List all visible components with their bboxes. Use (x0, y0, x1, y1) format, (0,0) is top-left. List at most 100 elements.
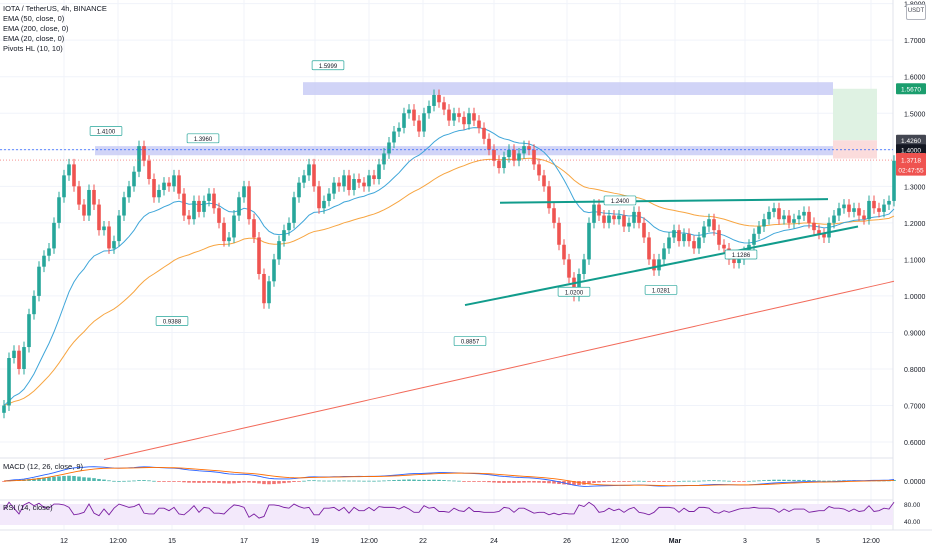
macd-histogram-bar (482, 481, 486, 482)
time-tick-label: 17 (240, 538, 248, 545)
candle-body (12, 350, 16, 359)
ema50-legend[interactable]: EMA (50, close, 0) (3, 14, 65, 23)
price-axis-label-text: 1.3718 (901, 158, 921, 165)
rsi-legend[interactable]: RSI (14, close) (3, 503, 53, 512)
macd-histogram-bar (107, 480, 111, 482)
price-tick-label: 0.6000 (904, 440, 926, 447)
candle-body (352, 179, 356, 190)
macd-histogram-bar (2, 481, 6, 482)
candle-body (562, 244, 566, 260)
candle-body (197, 200, 201, 212)
candle-body (242, 186, 246, 198)
candle-body (57, 197, 61, 223)
macd-histogram-bar (387, 480, 391, 482)
chart-legend: IOTA / TetherUS, 4h, BINANCE EMA (50, cl… (3, 4, 107, 54)
macd-histogram-bar (242, 481, 246, 483)
candle-body (862, 215, 866, 220)
macd-histogram-bar (732, 481, 736, 482)
pivot-label: 1.0281 (652, 288, 671, 294)
macd-histogram-bar (662, 481, 666, 482)
pivot-label: 1.1286 (732, 253, 751, 259)
macd-histogram-bar (302, 480, 306, 482)
macd-histogram-bar (492, 481, 496, 483)
candle-body (762, 219, 766, 227)
macd-legend[interactable]: MACD (12, 26, close, 9) (3, 462, 84, 471)
candle-body (337, 182, 341, 187)
candle-body (507, 149, 511, 158)
macd-histogram-bar (517, 481, 521, 483)
macd-histogram-bar (427, 479, 431, 481)
macd-histogram-bar (432, 479, 436, 481)
macd-histogram-bar (477, 481, 481, 482)
ema200-legend[interactable]: EMA (200, close, 0) (3, 24, 69, 33)
symbol-title[interactable]: IOTA / TetherUS, 4h, BINANCE (3, 4, 107, 13)
candle-body (302, 175, 306, 183)
macd-histogram-bar (292, 481, 296, 482)
macd-histogram-bar (297, 481, 301, 482)
macd-histogram-bar (557, 481, 561, 485)
macd-histogram-bar (417, 479, 421, 481)
candle-body (407, 109, 411, 114)
macd-histogram-bar (532, 481, 536, 483)
macd-histogram-bar (647, 481, 651, 482)
macd-histogram-bar (402, 479, 406, 481)
pivot-label: 1.5999 (319, 64, 338, 70)
candle-body (832, 215, 836, 223)
macd-histogram-bar (357, 480, 361, 482)
macd-histogram-bar (812, 480, 816, 482)
candle-body (777, 208, 781, 220)
macd-histogram-bar (467, 481, 471, 482)
macd-histogram-bar (272, 481, 276, 485)
macd-histogram-bar (237, 481, 241, 483)
time-tick-label: 12:00 (109, 538, 127, 545)
stop-zone (833, 140, 877, 159)
candle-body (82, 204, 86, 216)
macd-histogram-bar (192, 481, 196, 483)
candle-body (597, 204, 601, 216)
macd-histogram-bar (717, 480, 721, 482)
candle-body (882, 204, 886, 212)
candle-body (782, 215, 786, 220)
ema20-legend[interactable]: EMA (20, close, 0) (3, 34, 65, 43)
macd-histogram-bar (767, 479, 771, 481)
macd-histogram-bar (777, 479, 781, 481)
macd-histogram-bar (442, 480, 446, 481)
macd-histogram-bar (722, 480, 726, 482)
candle-body (227, 237, 231, 242)
candle-body (347, 175, 351, 190)
price-axis-label (896, 144, 926, 156)
macd-histogram-bar (87, 477, 91, 481)
candle-body (837, 208, 841, 216)
macd-histogram-bar (587, 481, 591, 484)
price-axis-label-text: 1.5670 (901, 86, 921, 93)
candle-body (247, 186, 251, 220)
price-tick-label: 1.3000 (904, 184, 926, 191)
candle-body (367, 175, 371, 187)
ema50-line (3, 157, 895, 406)
macd-histogram-bar (782, 479, 786, 481)
candle-body (642, 222, 646, 238)
candle-body (757, 226, 761, 234)
pivot-label-box (644, 285, 678, 295)
macd-signal-line (3, 467, 895, 487)
macd-histogram-bar (542, 481, 546, 483)
macd-histogram-bar (737, 481, 741, 482)
macd-histogram-bar (637, 480, 641, 482)
macd-histogram-bar (707, 480, 711, 482)
macd-histogram-bar (827, 480, 831, 482)
macd-histogram-bar (487, 481, 491, 483)
currency-button[interactable]: USDT (906, 4, 926, 20)
candle-body (87, 189, 91, 216)
macd-histogram-bar (582, 481, 586, 485)
time-tick-label: 15 (168, 538, 176, 545)
pivots-legend[interactable]: Pivots HL (10, 10) (3, 44, 63, 53)
macd-histogram-bar (672, 481, 676, 482)
candle-body (647, 237, 651, 260)
macd-histogram-bar (787, 479, 791, 481)
candle-body (172, 175, 176, 187)
pivot-label: 1.3960 (194, 137, 213, 143)
candle-body (362, 182, 366, 187)
resistance-zone (95, 146, 833, 156)
price-tick-label: 1.7000 (904, 38, 926, 45)
